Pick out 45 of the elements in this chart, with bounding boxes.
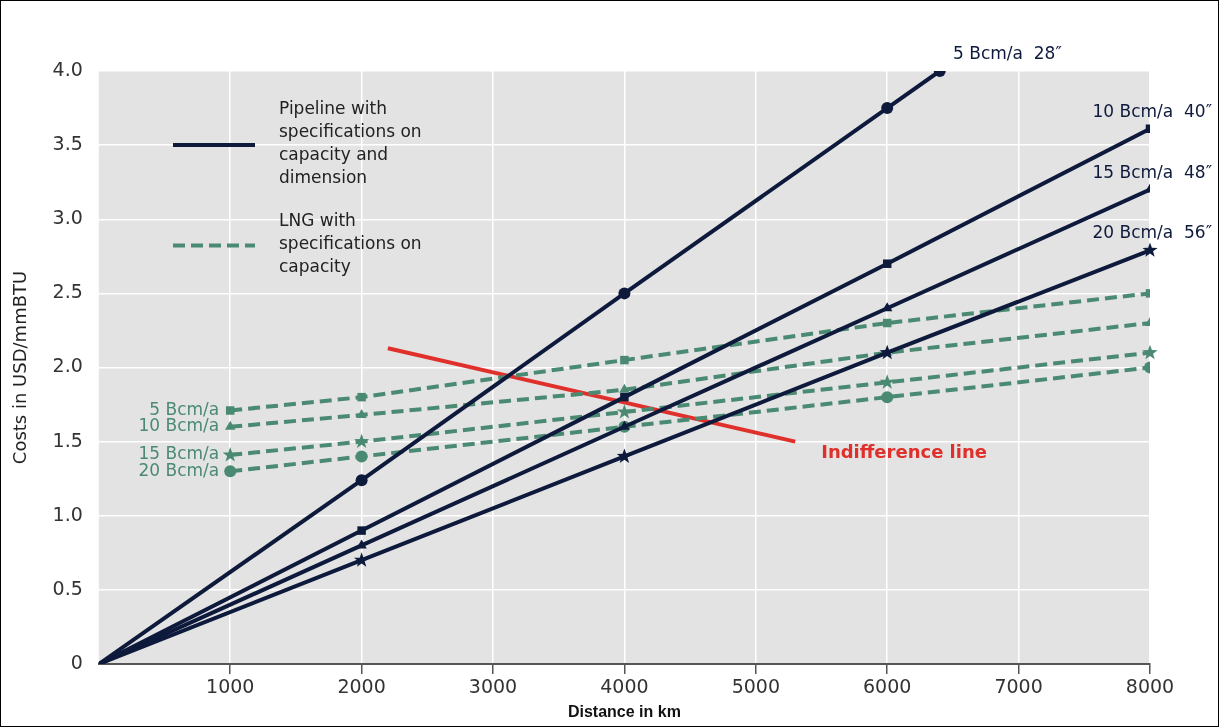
point (357, 392, 366, 402)
series-label: 20 Bcm/a 56″ (1092, 222, 1212, 243)
y-tick-label: 2.0 (52, 354, 83, 377)
x-tick-label: 5000 (731, 675, 780, 698)
x-tick-label: 4000 (600, 675, 649, 698)
y-tick-label: 1.0 (52, 502, 83, 525)
series-label: 5 Bcm/a (149, 398, 220, 419)
point (616, 403, 633, 419)
series-label: 5 Bcm/a 28″ (953, 42, 1062, 63)
point (881, 391, 894, 404)
x-tick-label: 7000 (994, 675, 1043, 698)
annotation: Pipeline with specifications on capacity and dimension (279, 97, 422, 187)
point (618, 287, 631, 300)
x-tick-label: 1000 (206, 675, 255, 698)
y-tick-label: 0.5 (52, 576, 83, 599)
point (1142, 344, 1158, 360)
x-tick-label: 3000 (468, 675, 518, 698)
point (355, 474, 368, 487)
series-label: 10 Bcm/a 40″ (1092, 100, 1212, 121)
point (881, 102, 894, 115)
point (354, 433, 370, 449)
y-tick-label: 4.0 (52, 57, 83, 80)
point (357, 526, 366, 535)
y-tick-label: 2.5 (52, 280, 83, 303)
point (1142, 242, 1158, 257)
x-tick-label: 2000 (337, 675, 386, 698)
point (620, 392, 629, 402)
point (620, 355, 629, 365)
point (879, 374, 895, 389)
x-tick-label: 6000 (863, 675, 912, 698)
series-label: 15 Bcm/a (138, 443, 220, 464)
point (355, 450, 368, 463)
y-tick-label: 3.0 (52, 206, 83, 229)
point (882, 259, 892, 268)
series-label: 15 Bcm/a 48″ (1092, 161, 1212, 182)
point (619, 383, 630, 393)
y-tick-label: 3.5 (52, 132, 83, 155)
y-tick-label: 0 (70, 650, 83, 673)
x-tick-label: 8000 (1125, 675, 1175, 698)
x-axis-title: Distance in km (567, 702, 681, 720)
point (356, 408, 367, 418)
series-label: Indifference line (821, 441, 987, 463)
y-axis-title: Costs in USD/mmBTU (9, 270, 31, 465)
annotation: LNG with specifications on capacity (279, 209, 422, 276)
y-tick-label: 1.5 (52, 428, 83, 451)
